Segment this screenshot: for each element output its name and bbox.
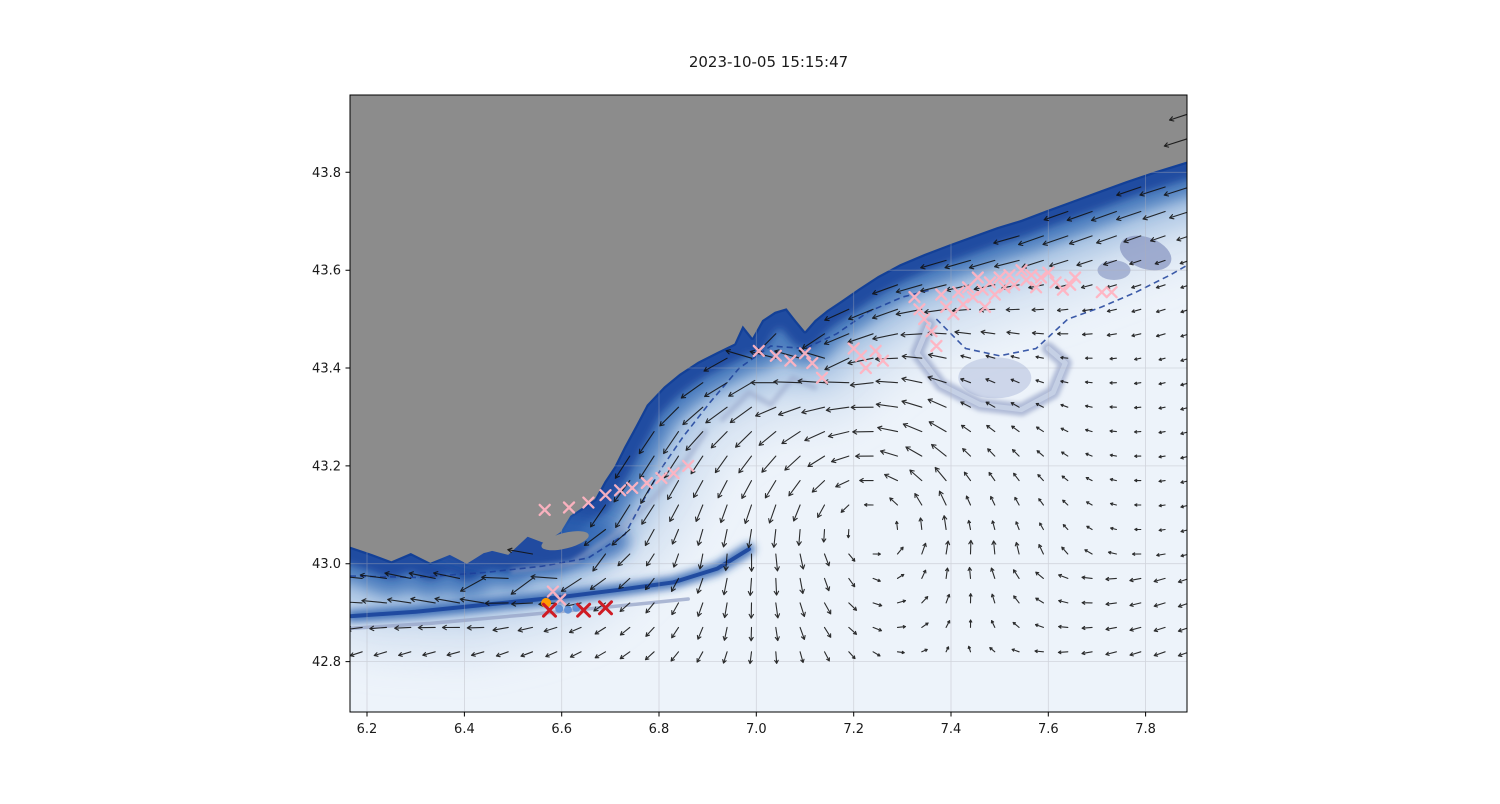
axis-ticks [345,171,1147,717]
x-axis-tick-label: 6.8 [649,722,670,737]
y-axis-tick-label: 43.6 [312,264,341,279]
x-axis-tick-label: 7.6 [1038,722,1059,737]
axes-spine [349,94,1188,713]
current-vectors [350,113,1187,665]
x-axis-tick-label: 6.4 [454,722,475,737]
lavender-contour-patch [1119,235,1172,271]
dashed-isobath [350,288,932,579]
dashed-isobath [935,264,1187,357]
x-axis-tick-label: 7.8 [1135,722,1156,737]
lavender-contour-patch [958,357,1032,399]
x-axis-tick-label: 6.2 [357,722,378,737]
y-axis-tick-label: 43.8 [312,166,341,181]
blue-dot-marker [555,604,564,613]
y-axis-tick-label: 43.4 [312,362,341,377]
chart-title: 2023-10-05 15:15:47 [688,53,849,71]
pink-cross-markers [538,264,1118,606]
x-axis-tick-label: 6.6 [551,722,572,737]
x-axis-tick-label: 7.0 [746,722,767,737]
shelf-break-isobath [350,547,751,619]
shelf-lavender-contour [350,597,690,631]
coastal-island [461,537,506,555]
y-axis-tick-label: 43.0 [312,557,341,572]
red-cross-markers [542,600,613,618]
x-axis-tick-label: 7.2 [843,722,864,737]
land-polygon [350,95,1187,564]
y-axis-tick-label: 43.2 [312,459,341,474]
blue-dot-marker [564,605,572,614]
x-axis-tick-label: 7.4 [941,722,962,737]
coastal-island [541,531,589,551]
y-axis-tick-label: 42.8 [312,655,341,670]
